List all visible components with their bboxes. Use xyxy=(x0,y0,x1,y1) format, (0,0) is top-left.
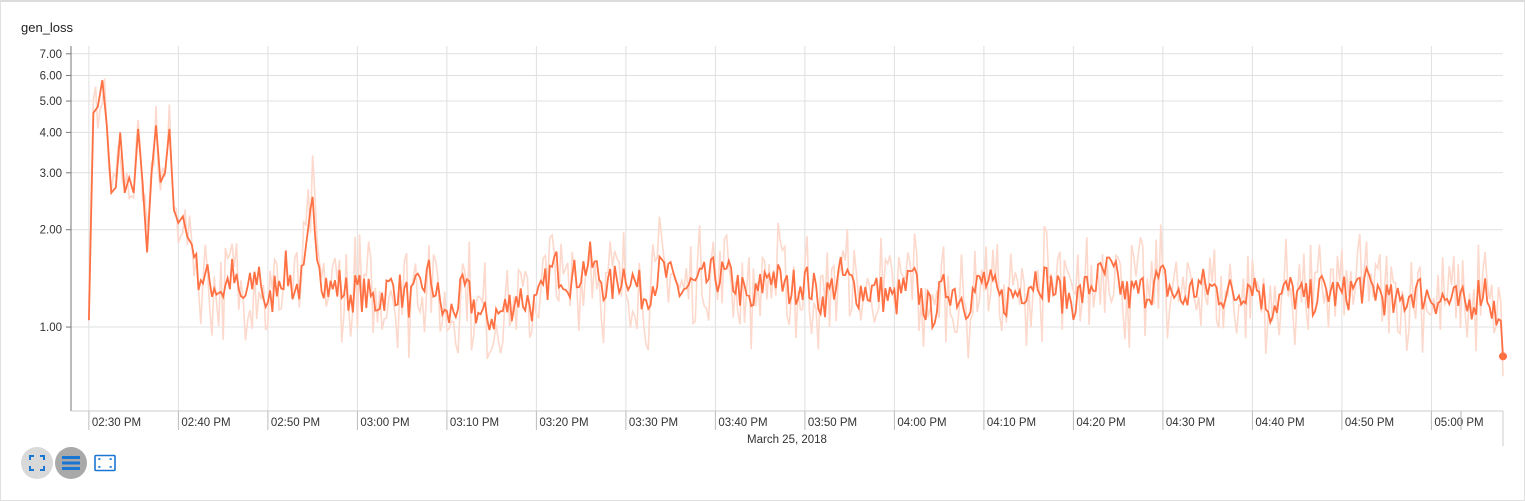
x-tick-label: 04:20 PM xyxy=(1076,417,1125,429)
x-tick-label: 03:00 PM xyxy=(360,417,409,429)
x-tick-label: 05:00 PM xyxy=(1434,417,1483,429)
y-tick-label: 7.00 xyxy=(40,49,62,61)
x-tick-label: 04:10 PM xyxy=(987,417,1036,429)
x-tick-label: 03:50 PM xyxy=(808,417,857,429)
chart-toolbar xyxy=(21,447,121,479)
x-tick-label: 04:50 PM xyxy=(1345,417,1394,429)
x-tick-label: 03:30 PM xyxy=(629,417,678,429)
x-tick-label: 04:30 PM xyxy=(1166,417,1215,429)
y-tick-label: 6.00 xyxy=(40,70,62,82)
lines-icon xyxy=(62,456,80,470)
y-tick-label: 3.00 xyxy=(40,168,62,180)
raw-series-line xyxy=(88,78,1504,377)
fit-domain-button[interactable] xyxy=(89,447,121,479)
log-scale-toggle-button[interactable] xyxy=(55,447,87,479)
chart-title: gen_loss xyxy=(21,20,74,35)
fit-to-data-icon xyxy=(94,454,116,472)
x-tick-label: 03:40 PM xyxy=(718,417,767,429)
fullscreen-toggle-button[interactable] xyxy=(21,447,53,479)
x-axis-label: March 25, 2018 xyxy=(747,434,827,446)
x-tick-label: 03:10 PM xyxy=(450,417,499,429)
x-tick-label: 04:00 PM xyxy=(897,417,946,429)
smoothed-series-line xyxy=(88,80,1504,357)
x-tick-label: 02:40 PM xyxy=(181,417,230,429)
expand-icon xyxy=(29,455,45,471)
y-tick-label: 2.00 xyxy=(40,225,62,237)
x-tick-label: 04:40 PM xyxy=(1255,417,1304,429)
last-point-marker xyxy=(1499,352,1507,361)
y-tick-label: 5.00 xyxy=(40,96,62,108)
y-tick-label: 1.00 xyxy=(40,322,62,334)
x-tick-label: 02:50 PM xyxy=(271,417,320,429)
y-tick-label: 4.00 xyxy=(40,127,62,139)
x-tick-label: 02:30 PM xyxy=(92,417,141,429)
x-tick-label: 03:20 PM xyxy=(539,417,588,429)
